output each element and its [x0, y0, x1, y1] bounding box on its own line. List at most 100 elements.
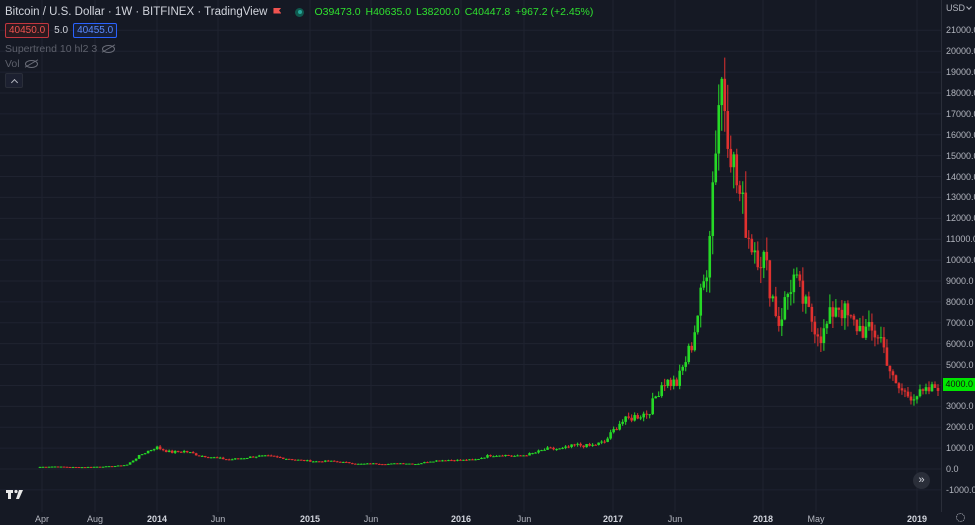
candle-body	[71, 466, 75, 468]
candle-body	[302, 459, 306, 461]
candle-body	[456, 459, 459, 461]
candle-body	[426, 462, 429, 464]
candle-body	[284, 458, 288, 460]
candle-body	[765, 251, 769, 261]
flag-icon[interactable]	[273, 8, 281, 17]
candle-body	[459, 459, 462, 461]
time-tick-label: Jun	[667, 514, 683, 524]
candle-body	[80, 467, 84, 469]
candle-body	[305, 460, 309, 462]
candle-body	[897, 383, 901, 389]
candle-body	[330, 460, 333, 462]
candle-body	[639, 417, 642, 419]
candle-body	[56, 466, 60, 468]
candle-body	[366, 463, 369, 465]
candle-body	[384, 464, 387, 466]
close-value: C40447.8	[464, 6, 511, 18]
candle-body	[906, 391, 910, 397]
price-tick-label: 18000.0	[946, 87, 975, 98]
candle-body	[801, 280, 805, 304]
price-tick-label: 20000.0	[946, 46, 975, 57]
candle-body	[723, 78, 727, 112]
sell-button[interactable]: 40450.0	[5, 23, 50, 38]
time-tick-label: 2016	[450, 514, 472, 524]
settings-gear-icon[interactable]	[956, 513, 965, 522]
candle-body	[242, 458, 246, 460]
candle-body	[357, 463, 360, 465]
candle-body	[915, 396, 919, 400]
eye-off-icon[interactable]	[24, 59, 38, 68]
candle-body	[816, 334, 820, 337]
candle-body	[203, 455, 207, 458]
scroll-to-realtime-button[interactable]: »	[913, 472, 930, 489]
candle-body	[675, 379, 679, 386]
candle-body	[354, 463, 357, 465]
last-price-label: 4000.0	[943, 378, 975, 391]
candle-body	[528, 453, 531, 456]
candle-body	[522, 455, 525, 457]
candle-body	[47, 466, 51, 468]
candle-body	[486, 455, 489, 458]
candle-body	[699, 287, 703, 316]
symbol-title[interactable]: Bitcoin / U.S. Dollar · 1W · BITFINEX · …	[5, 6, 268, 18]
candle-body	[173, 450, 177, 453]
price-tick-label: 5000.0	[946, 359, 974, 370]
candle-body	[780, 319, 784, 326]
candle-body	[849, 315, 853, 317]
tradingview-logo-icon[interactable]	[5, 487, 25, 501]
candle-body	[438, 460, 441, 462]
candle-body	[936, 387, 940, 391]
candle-body	[525, 455, 528, 457]
candle-body	[92, 466, 96, 468]
candle-body	[666, 379, 669, 386]
candle-body	[167, 450, 171, 452]
candle-body	[546, 447, 549, 450]
candle-body	[477, 458, 480, 460]
candle-body	[38, 466, 42, 468]
candle-body	[825, 323, 829, 329]
candle-body	[86, 466, 90, 468]
candle-body	[239, 458, 243, 460]
candle-body	[287, 458, 291, 460]
candle-body	[855, 319, 859, 332]
candle-body	[492, 456, 495, 458]
candle-body	[423, 462, 426, 464]
candle-body	[215, 457, 219, 459]
candle-body	[642, 413, 645, 418]
price-tick-label: -1000.0	[946, 484, 975, 495]
candle-body	[65, 466, 69, 468]
candle-body	[834, 307, 838, 317]
indicator-supertrend[interactable]: Supertrend 10 hl2 3	[5, 41, 595, 56]
candle-body	[44, 466, 48, 468]
candle-body	[678, 370, 682, 386]
collapse-legend-button[interactable]	[5, 73, 23, 88]
currency-selector[interactable]: USD	[946, 3, 971, 13]
candle-body	[744, 192, 748, 238]
trade-row: 40450.0 5.0 40455.0	[5, 20, 595, 38]
candle-body	[402, 463, 405, 465]
candle-body	[648, 414, 651, 416]
candle-body	[705, 277, 709, 282]
eye-off-icon[interactable]	[102, 44, 116, 53]
buy-button[interactable]: 40455.0	[73, 23, 118, 38]
candle-body	[837, 307, 841, 310]
candle-body	[654, 396, 657, 399]
candle-body	[450, 460, 453, 462]
market-status-icon[interactable]	[295, 7, 305, 17]
price-axis[interactable]	[941, 0, 975, 512]
candle-body	[197, 455, 201, 457]
candle-body	[333, 460, 336, 462]
time-tick-label: 2019	[906, 514, 928, 524]
candle-body	[828, 307, 832, 324]
candle-body	[630, 417, 633, 421]
candle-body	[59, 466, 63, 468]
candle-body	[420, 463, 423, 465]
indicator-volume[interactable]: Vol	[5, 56, 595, 71]
candle-body	[702, 281, 706, 288]
price-tick-label: 11000.0	[946, 234, 975, 245]
price-tick-label: 14000.0	[946, 171, 975, 182]
candle-body	[441, 460, 444, 462]
candle-body	[360, 463, 363, 465]
candle-body	[185, 451, 189, 453]
